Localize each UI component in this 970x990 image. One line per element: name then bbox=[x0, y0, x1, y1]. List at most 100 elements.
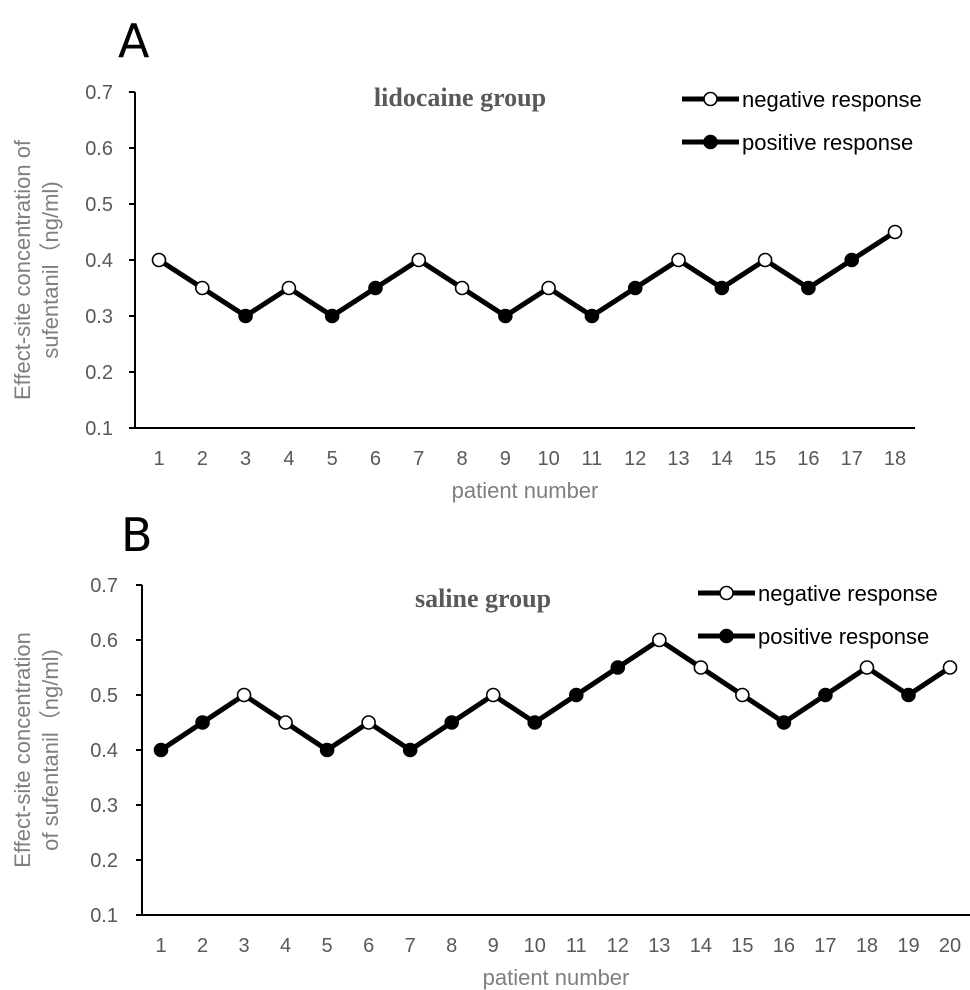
legend-label: positive response bbox=[742, 130, 913, 155]
panel-label-b: B bbox=[121, 508, 153, 562]
data-point-positive bbox=[195, 715, 210, 730]
y-tick-label: 0.1 bbox=[85, 418, 113, 440]
x-tick-label: 4 bbox=[280, 935, 291, 957]
data-point-negative bbox=[735, 687, 750, 703]
y-tick-label: 0.2 bbox=[90, 850, 118, 872]
x-tick-label: 10 bbox=[538, 448, 560, 470]
legend-marker-filled bbox=[719, 628, 734, 644]
x-tick-label: 8 bbox=[446, 935, 457, 957]
data-point-positive bbox=[818, 687, 833, 703]
x-tick-label: 2 bbox=[197, 935, 208, 957]
data-point-negative bbox=[236, 687, 252, 703]
x-tick-label: 12 bbox=[607, 935, 629, 957]
x-tick-label: 12 bbox=[624, 448, 646, 470]
x-tick-label: 20 bbox=[939, 935, 961, 957]
data-point-positive bbox=[498, 308, 513, 324]
x-tick-label: 8 bbox=[456, 448, 467, 470]
chart-lidocaine-group: 0.10.20.30.40.50.60.71 2 3 4 5 6 7 8 9 10 11 12 13 14… bbox=[10, 82, 922, 503]
data-point-positive bbox=[801, 280, 816, 296]
data-point-positive bbox=[584, 308, 600, 324]
data-point-positive bbox=[368, 280, 383, 296]
y-axis-title-line: sufentanil（ng/ml) bbox=[38, 181, 63, 358]
data-point-negative bbox=[887, 224, 903, 240]
x-tick-label: 13 bbox=[667, 448, 689, 470]
x-tick-label: 11 bbox=[566, 935, 587, 957]
y-tick-label: 0.3 bbox=[90, 795, 118, 817]
data-point-negative bbox=[671, 252, 686, 268]
x-tick-label: 10 bbox=[524, 935, 546, 957]
legend-marker-filled bbox=[703, 134, 718, 150]
y-tick-label: 0.5 bbox=[85, 194, 113, 216]
x-tick-label: 7 bbox=[405, 935, 416, 957]
x-tick-label: 1 bbox=[153, 448, 164, 470]
data-point-negative bbox=[281, 280, 297, 296]
data-point-positive bbox=[714, 280, 730, 296]
x-tick-label: 6 bbox=[363, 935, 374, 957]
x-tick-label: 4 bbox=[283, 448, 294, 470]
series-line bbox=[159, 637, 952, 753]
x-tick-label: 5 bbox=[327, 448, 338, 470]
data-point-positive bbox=[402, 742, 418, 758]
y-tick-label: 0.6 bbox=[90, 630, 118, 652]
data-point-positive bbox=[844, 252, 860, 268]
x-tick-label: 5 bbox=[322, 935, 333, 957]
data-point-positive bbox=[153, 742, 169, 758]
legend-item: positive response bbox=[698, 624, 929, 649]
x-tick-label: 15 bbox=[731, 935, 753, 957]
data-point-negative bbox=[454, 280, 470, 296]
y-tick-label: 0.3 bbox=[85, 306, 113, 328]
panel-label-a: A bbox=[118, 14, 150, 68]
legend-label: negative response bbox=[742, 87, 922, 112]
x-tick-label: 3 bbox=[240, 448, 251, 470]
data-point-positive bbox=[319, 742, 335, 758]
x-tick-label: 3 bbox=[238, 935, 249, 957]
x-tick-label: 15 bbox=[754, 448, 776, 470]
y-axis-title-line: Effect-site concentration bbox=[10, 632, 35, 868]
data-point-positive bbox=[527, 715, 543, 730]
data-point-positive bbox=[776, 715, 792, 730]
data-point-negative bbox=[278, 715, 293, 730]
legend-label: positive response bbox=[758, 624, 929, 649]
legend-label: negative response bbox=[758, 581, 938, 606]
data-point-negative bbox=[541, 280, 556, 296]
x-tick-label: 18 bbox=[884, 448, 906, 470]
x-tick-label: 17 bbox=[841, 448, 863, 470]
x-axis-title: patient number bbox=[452, 478, 599, 503]
legend-item: negative response bbox=[682, 87, 922, 112]
data-point-positive bbox=[444, 715, 459, 730]
y-tick-label: 0.7 bbox=[85, 82, 113, 104]
legend-item: positive response bbox=[682, 130, 913, 155]
y-tick-label: 0.4 bbox=[85, 250, 113, 272]
chart-title: saline group bbox=[415, 584, 551, 613]
x-tick-label: 16 bbox=[773, 935, 795, 957]
x-tick-label: 7 bbox=[413, 448, 424, 470]
chart-saline-group: 0.10.20.30.40.50.60.71 2 3 4 5 6 7 8 9 10 11 12 13 14… bbox=[10, 575, 970, 990]
y-axis-title-line: Effect-site concentration of bbox=[10, 139, 35, 400]
legend-item: negative response bbox=[698, 581, 938, 606]
data-point-positive bbox=[238, 308, 253, 324]
data-point-positive bbox=[901, 687, 916, 703]
data-point-positive bbox=[627, 280, 643, 296]
y-axis-title-line: of sufentanil（ng/ml) bbox=[38, 649, 63, 851]
x-tick-label: 14 bbox=[690, 935, 712, 957]
data-point-negative bbox=[361, 715, 376, 730]
series-line bbox=[157, 229, 897, 319]
x-tick-label: 18 bbox=[856, 935, 878, 957]
x-tick-label: 6 bbox=[370, 448, 381, 470]
data-point-negative bbox=[942, 660, 958, 675]
x-tick-label: 19 bbox=[897, 935, 919, 957]
data-point-positive bbox=[610, 660, 626, 675]
y-tick-label: 0.1 bbox=[90, 905, 118, 927]
x-tick-label: 2 bbox=[197, 448, 208, 470]
data-point-positive bbox=[568, 687, 584, 703]
data-point-negative bbox=[485, 687, 501, 703]
data-point-negative bbox=[411, 252, 427, 268]
legend-marker-open bbox=[719, 585, 734, 601]
x-tick-label: 1 bbox=[155, 935, 166, 957]
y-tick-label: 0.2 bbox=[85, 362, 113, 384]
x-tick-label: 16 bbox=[797, 448, 819, 470]
y-tick-label: 0.7 bbox=[90, 575, 118, 597]
data-point-negative bbox=[757, 252, 773, 268]
